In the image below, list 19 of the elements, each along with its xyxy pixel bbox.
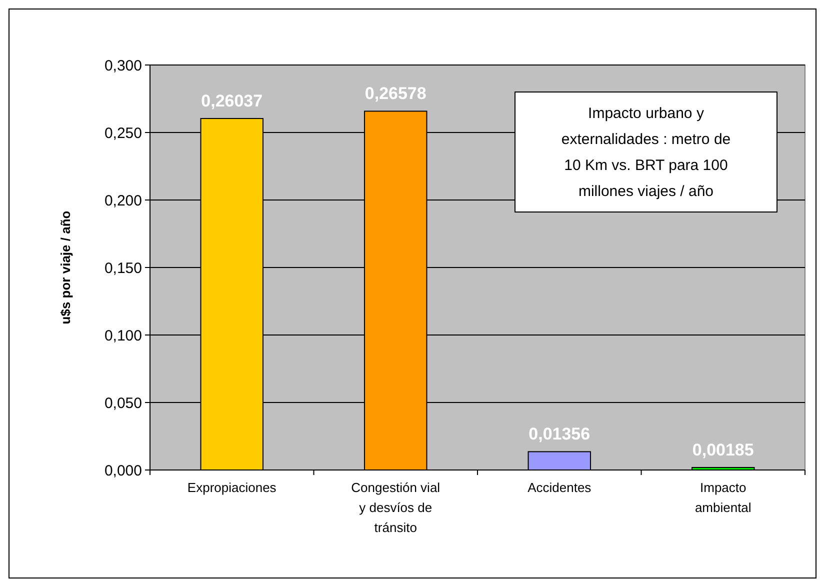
y-tick-label: 0,250	[104, 124, 142, 142]
note-box: Impacto urbano y externalidades : metro de 10 Km vs. BRT para 100 millones viajes / año	[514, 92, 778, 212]
x-tick-label: Impacto ambiental	[694, 480, 752, 515]
x-tick-label: Congestión vial y desvíos de tránsito	[351, 480, 440, 535]
x-tick-label: Accidentes	[528, 480, 592, 495]
y-tick-label: 0,150	[104, 260, 142, 277]
data-label: 0,01356	[528, 424, 590, 444]
y-tick-label: 0,200	[104, 192, 142, 210]
y-tick-label: 0,300	[104, 57, 142, 74]
data-label: 0,26578	[364, 84, 426, 104]
y-tick-label: 0,050	[104, 394, 142, 412]
annotation: Impacto urbano y externalidades : metro de 10 Km vs. BRT para 100 millones viajes / año	[561, 105, 731, 200]
y-tick-label: 0,000	[104, 462, 142, 480]
x-tick-label: Expropiaciones	[187, 480, 277, 495]
bar	[528, 451, 591, 470]
y-axis-title: u$s por viaje / año	[58, 210, 73, 324]
data-label: 0,00185	[692, 440, 754, 460]
data-label: 0,26037	[201, 92, 263, 110]
y-tick-label: 0,100	[104, 327, 142, 344]
